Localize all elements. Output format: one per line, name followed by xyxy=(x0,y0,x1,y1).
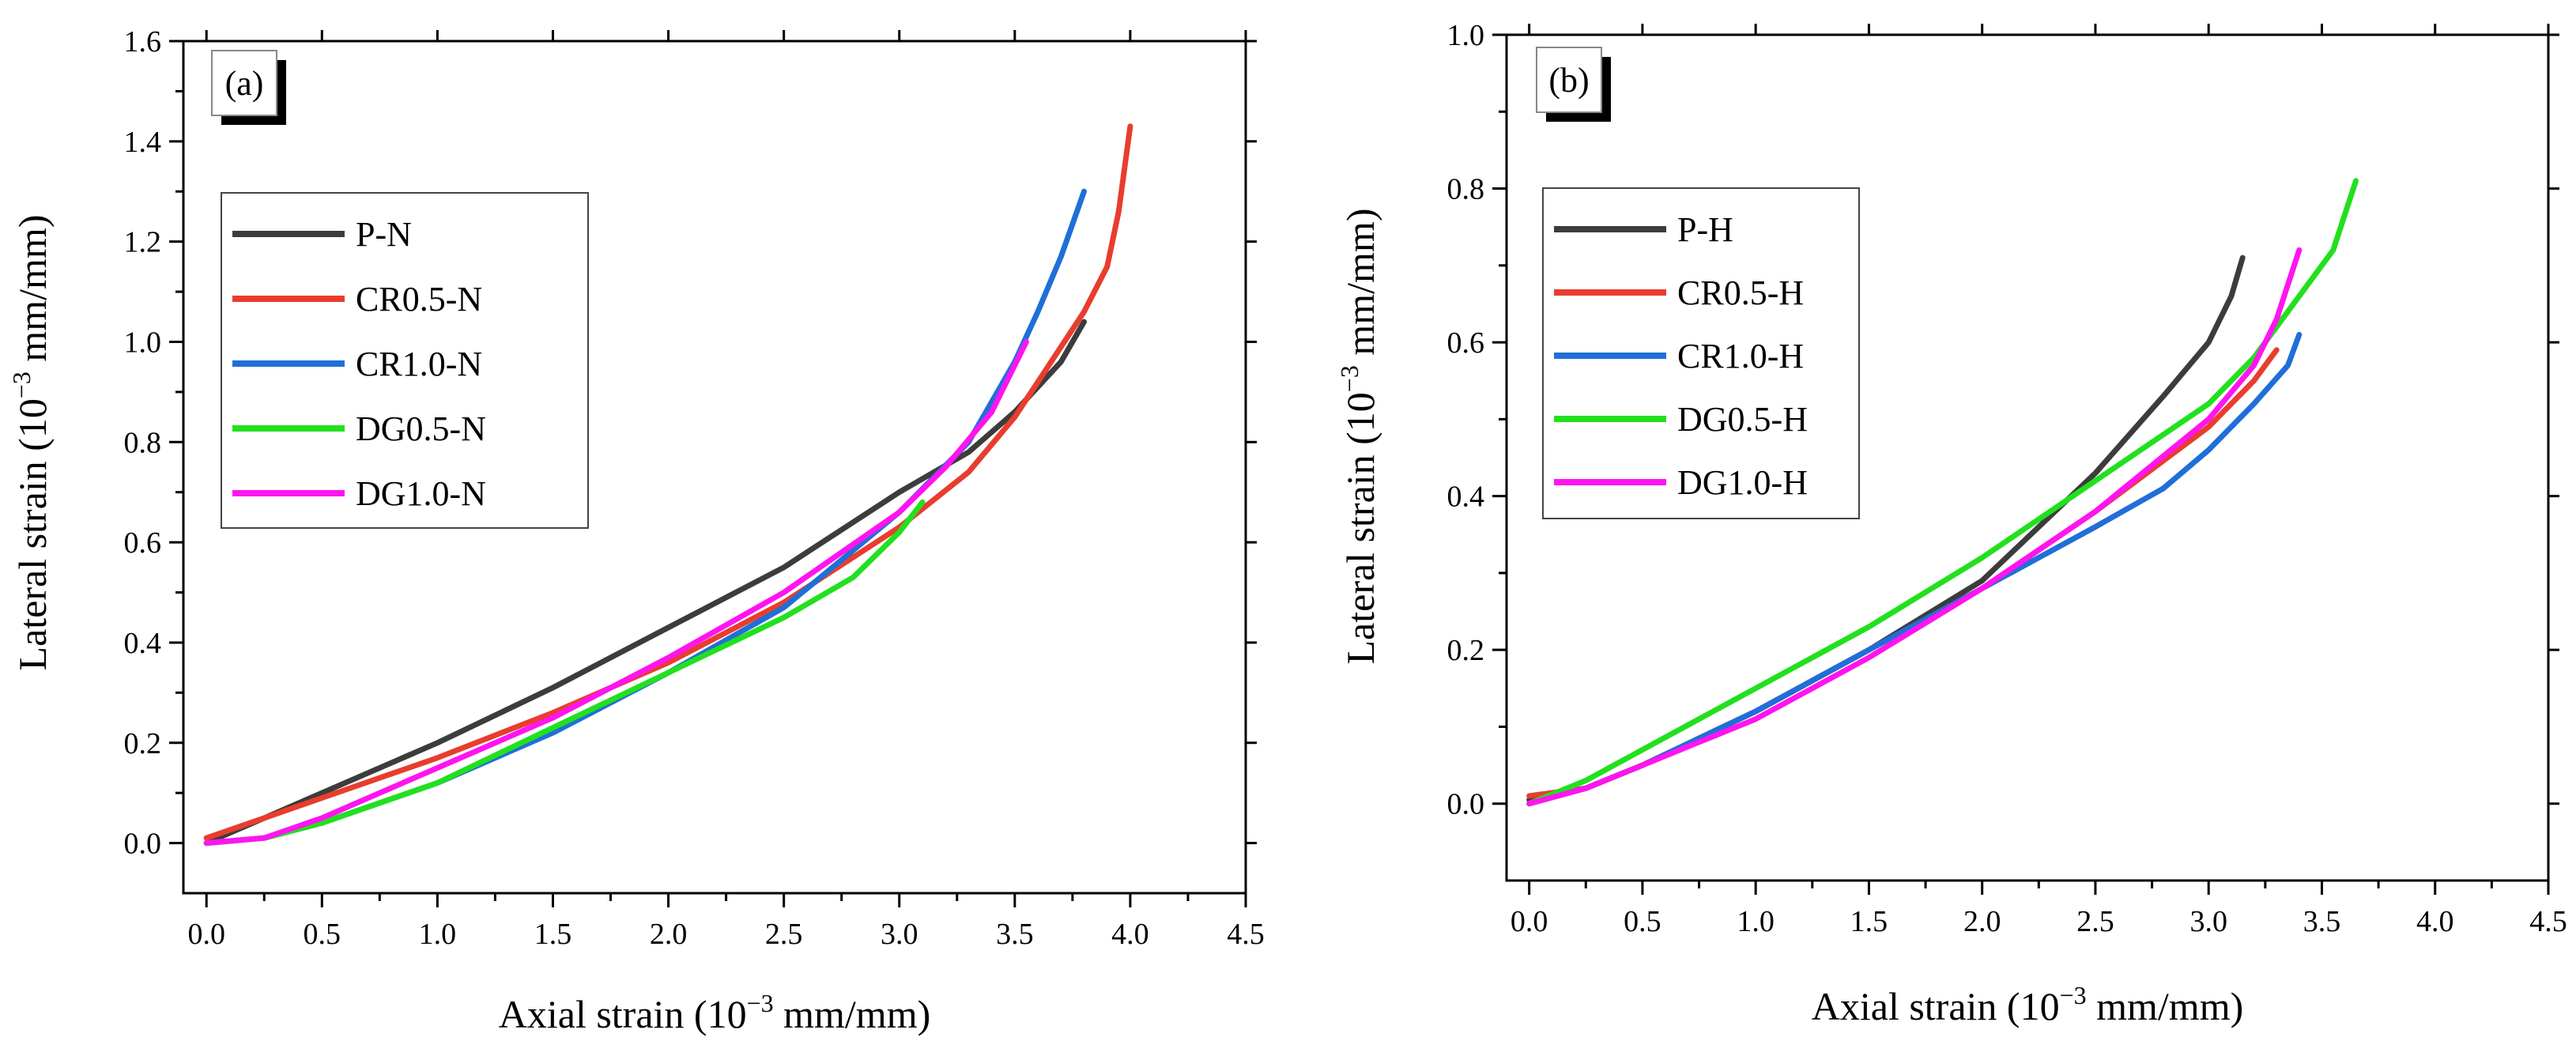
x-tick-label: 4.0 xyxy=(2416,905,2454,938)
x-tick-label: 3.5 xyxy=(2303,905,2341,938)
panel-label-box xyxy=(1536,47,1602,113)
legend-label: CR1.0-H xyxy=(1677,337,1804,375)
y-tick-label: 0.6 xyxy=(1447,326,1485,360)
x-tick-label: 1.5 xyxy=(1850,905,1888,938)
legend-label: CR0.5-H xyxy=(1677,273,1804,312)
x-tick-label: 0.5 xyxy=(304,918,341,951)
x-axis-title: Axial strain (10−3 mm/mm) xyxy=(1812,981,2243,1028)
x-tick-label: 1.0 xyxy=(419,918,457,951)
x-tick-label: 0.0 xyxy=(1511,905,1548,938)
x-tick-label: 2.0 xyxy=(650,918,688,951)
series-line-dg0-5-n xyxy=(203,499,926,847)
x-tick-label: 4.5 xyxy=(2529,905,2567,938)
chart-panel-a: 0.0 0.5 1.0 1.5 2.0 2.5 3.0 3.5 4.0 4.5 0.0 0.2 0.4 0… xyxy=(7,25,1265,1036)
y-tick-label: 0.2 xyxy=(1447,634,1485,667)
x-tick-label: 2.0 xyxy=(1963,905,2001,938)
y-tick-label: 0.0 xyxy=(124,828,162,861)
y-tick-label: 1.0 xyxy=(1447,19,1485,52)
legend-label: CR0.5-N xyxy=(356,280,482,319)
x-tick-label: 1.5 xyxy=(534,918,572,951)
series-line-dg0-5-h xyxy=(1526,178,2359,807)
x-tick-label: 3.0 xyxy=(881,918,918,951)
y-tick-label: 0.8 xyxy=(124,426,162,459)
legend-label: P-H xyxy=(1677,210,1733,249)
legend-label: P-N xyxy=(356,215,412,254)
x-tick-label: 2.5 xyxy=(765,918,803,951)
x-tick-label: 0.5 xyxy=(1624,905,1661,938)
panel-label: (a) xyxy=(225,64,264,103)
chart-panel-b: 0.0 0.5 1.0 1.5 2.0 2.5 3.0 3.5 4.0 4.5 0.0 0.2 0.4 0… xyxy=(1335,19,2567,1028)
y-axis-title: Lateral strain (10−3 mm/mm) xyxy=(7,215,55,671)
legend-label: DG1.0-H xyxy=(1677,463,1808,502)
legend-label: DG1.0-N xyxy=(356,474,486,513)
series-line-dg1-0-n xyxy=(203,339,1029,847)
x-axis-title: Axial strain (10−3 mm/mm) xyxy=(499,989,930,1036)
panel-label: (b) xyxy=(1548,61,1589,100)
legend-label: DG0.5-N xyxy=(356,409,486,448)
y-tick-label: 1.4 xyxy=(124,126,162,159)
y-tick-label: 0.8 xyxy=(1447,173,1485,206)
y-tick-label: 0.0 xyxy=(1447,788,1485,821)
x-tick-label: 4.5 xyxy=(1227,918,1265,951)
legend-label: CR1.0-N xyxy=(356,345,482,383)
series-line-cr0-5-n xyxy=(203,123,1133,841)
y-tick-label: 0.2 xyxy=(124,727,162,760)
y-tick-label: 1.6 xyxy=(124,25,162,58)
plot-frame xyxy=(1505,33,2550,882)
x-tick-label: 3.5 xyxy=(996,918,1034,951)
y-tick-label: 0.6 xyxy=(124,526,162,560)
y-axis-title: Lateral strain (10−3 mm/mm) xyxy=(1335,209,1382,665)
y-tick-label: 1.0 xyxy=(124,326,162,359)
x-tick-label: 4.0 xyxy=(1111,918,1149,951)
y-tick-label: 0.4 xyxy=(124,627,162,660)
series-line-dg1-0-h xyxy=(1526,247,2303,807)
x-tick-label: 2.5 xyxy=(2076,905,2114,938)
y-tick-label: 0.4 xyxy=(1447,481,1485,514)
x-tick-label: 1.0 xyxy=(1737,905,1775,938)
x-tick-label: 0.0 xyxy=(187,918,225,951)
panel-label-box xyxy=(211,50,277,116)
legend-label: DG0.5-H xyxy=(1677,400,1808,439)
plot-frame xyxy=(182,40,1247,895)
x-tick-label: 3.0 xyxy=(2189,905,2227,938)
y-tick-label: 1.2 xyxy=(124,226,162,259)
